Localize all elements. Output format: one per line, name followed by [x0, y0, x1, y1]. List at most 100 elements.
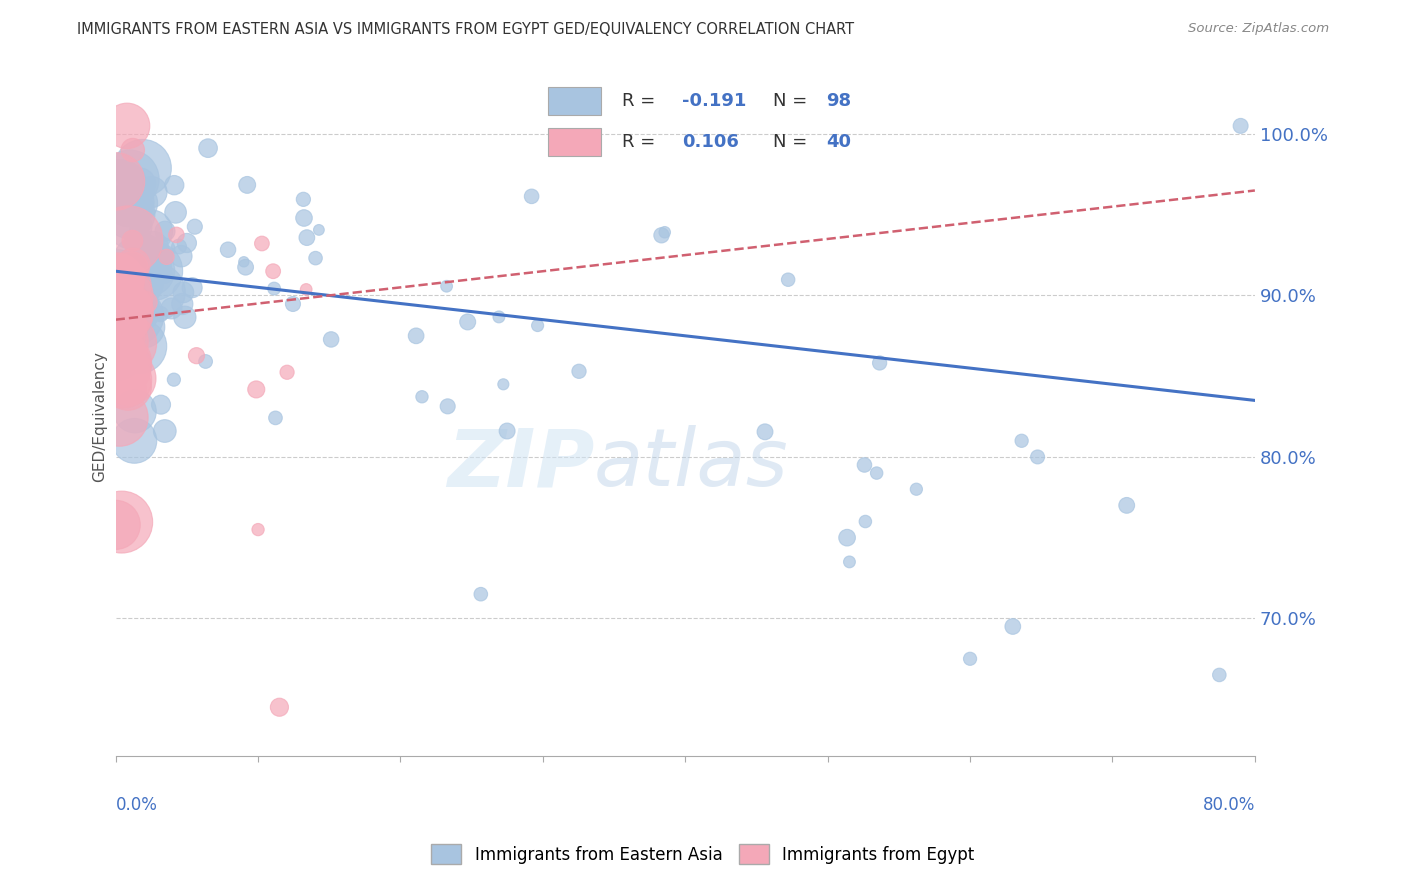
Point	[105, 274, 128, 288]
Point	[131, 161, 153, 176]
Point	[141, 224, 163, 238]
Point	[104, 517, 127, 532]
Point	[235, 260, 257, 275]
Point	[110, 305, 132, 319]
Point	[121, 261, 143, 276]
Point	[112, 308, 135, 322]
Point	[153, 424, 176, 438]
Point	[155, 250, 177, 264]
Text: IMMIGRANTS FROM EASTERN ASIA VS IMMIGRANTS FROM EGYPT GED/EQUIVALENCY CORRELATIO: IMMIGRANTS FROM EASTERN ASIA VS IMMIGRAN…	[77, 22, 855, 37]
Point	[107, 339, 129, 353]
Point	[568, 364, 591, 378]
Point	[111, 329, 134, 343]
Point	[149, 307, 172, 321]
Point	[124, 195, 146, 210]
Point	[153, 224, 176, 238]
Point	[124, 434, 146, 448]
Point	[124, 309, 146, 323]
FancyBboxPatch shape	[548, 128, 602, 156]
Point	[1026, 450, 1049, 464]
Text: 80.0%: 80.0%	[1202, 796, 1256, 814]
Point	[436, 400, 458, 414]
Point	[111, 515, 134, 529]
Point	[163, 373, 186, 387]
Point	[654, 225, 676, 239]
Point	[905, 482, 928, 496]
Point	[520, 189, 543, 203]
Point	[105, 335, 128, 350]
Point	[778, 273, 800, 287]
Point	[176, 235, 198, 250]
Point	[262, 264, 284, 278]
Point	[152, 242, 174, 256]
Point	[118, 371, 141, 385]
Point	[108, 356, 131, 370]
Point	[128, 339, 150, 353]
Point	[114, 289, 136, 303]
Point	[132, 320, 155, 334]
Point	[105, 273, 128, 287]
Point	[269, 700, 291, 714]
Point	[120, 363, 142, 377]
Point	[866, 466, 889, 480]
Point	[153, 268, 176, 283]
Point	[142, 239, 165, 253]
Point	[853, 458, 876, 472]
FancyBboxPatch shape	[548, 87, 602, 115]
Point	[754, 425, 776, 439]
Point	[276, 365, 298, 379]
Point	[167, 239, 190, 253]
Text: R =: R =	[621, 133, 661, 151]
Point	[263, 282, 285, 296]
Point	[149, 249, 172, 263]
Point	[304, 251, 326, 265]
Point	[488, 310, 510, 324]
Point	[107, 350, 129, 364]
Point	[1115, 499, 1137, 513]
Point	[295, 283, 318, 297]
Point	[496, 424, 519, 438]
Text: 0.106: 0.106	[682, 133, 738, 151]
Point	[186, 349, 208, 363]
Point	[247, 523, 270, 537]
Point	[197, 141, 219, 155]
Point	[835, 531, 858, 545]
Point	[160, 301, 183, 316]
Point	[121, 383, 143, 397]
Text: 0.0%: 0.0%	[115, 796, 157, 814]
Point	[107, 274, 129, 288]
Point	[308, 223, 330, 237]
Point	[117, 233, 139, 247]
Point	[526, 318, 548, 333]
Point	[292, 211, 315, 225]
Point	[121, 143, 143, 157]
Point	[107, 312, 129, 326]
Point	[1208, 668, 1230, 682]
Point	[131, 256, 153, 270]
Point	[411, 390, 433, 404]
Point	[128, 260, 150, 274]
Point	[492, 377, 515, 392]
Point	[264, 410, 287, 425]
Point	[245, 383, 267, 397]
Point	[142, 264, 165, 278]
Point	[118, 197, 141, 211]
Point	[128, 308, 150, 322]
Legend: Immigrants from Eastern Asia, Immigrants from Egypt: Immigrants from Eastern Asia, Immigrants…	[425, 838, 981, 871]
Point	[163, 178, 186, 193]
Text: ZIP: ZIP	[447, 425, 595, 503]
Point	[107, 277, 129, 291]
Point	[115, 336, 138, 351]
Text: N =: N =	[773, 92, 813, 110]
Point	[122, 258, 145, 272]
Point	[281, 297, 304, 311]
Text: -0.191: -0.191	[682, 92, 747, 110]
Point	[117, 279, 139, 293]
Point	[250, 236, 273, 251]
Point	[108, 410, 131, 425]
Point	[127, 303, 149, 318]
Point	[869, 356, 891, 370]
Point	[118, 172, 141, 186]
Text: Source: ZipAtlas.com: Source: ZipAtlas.com	[1188, 22, 1329, 36]
Point	[853, 515, 876, 529]
